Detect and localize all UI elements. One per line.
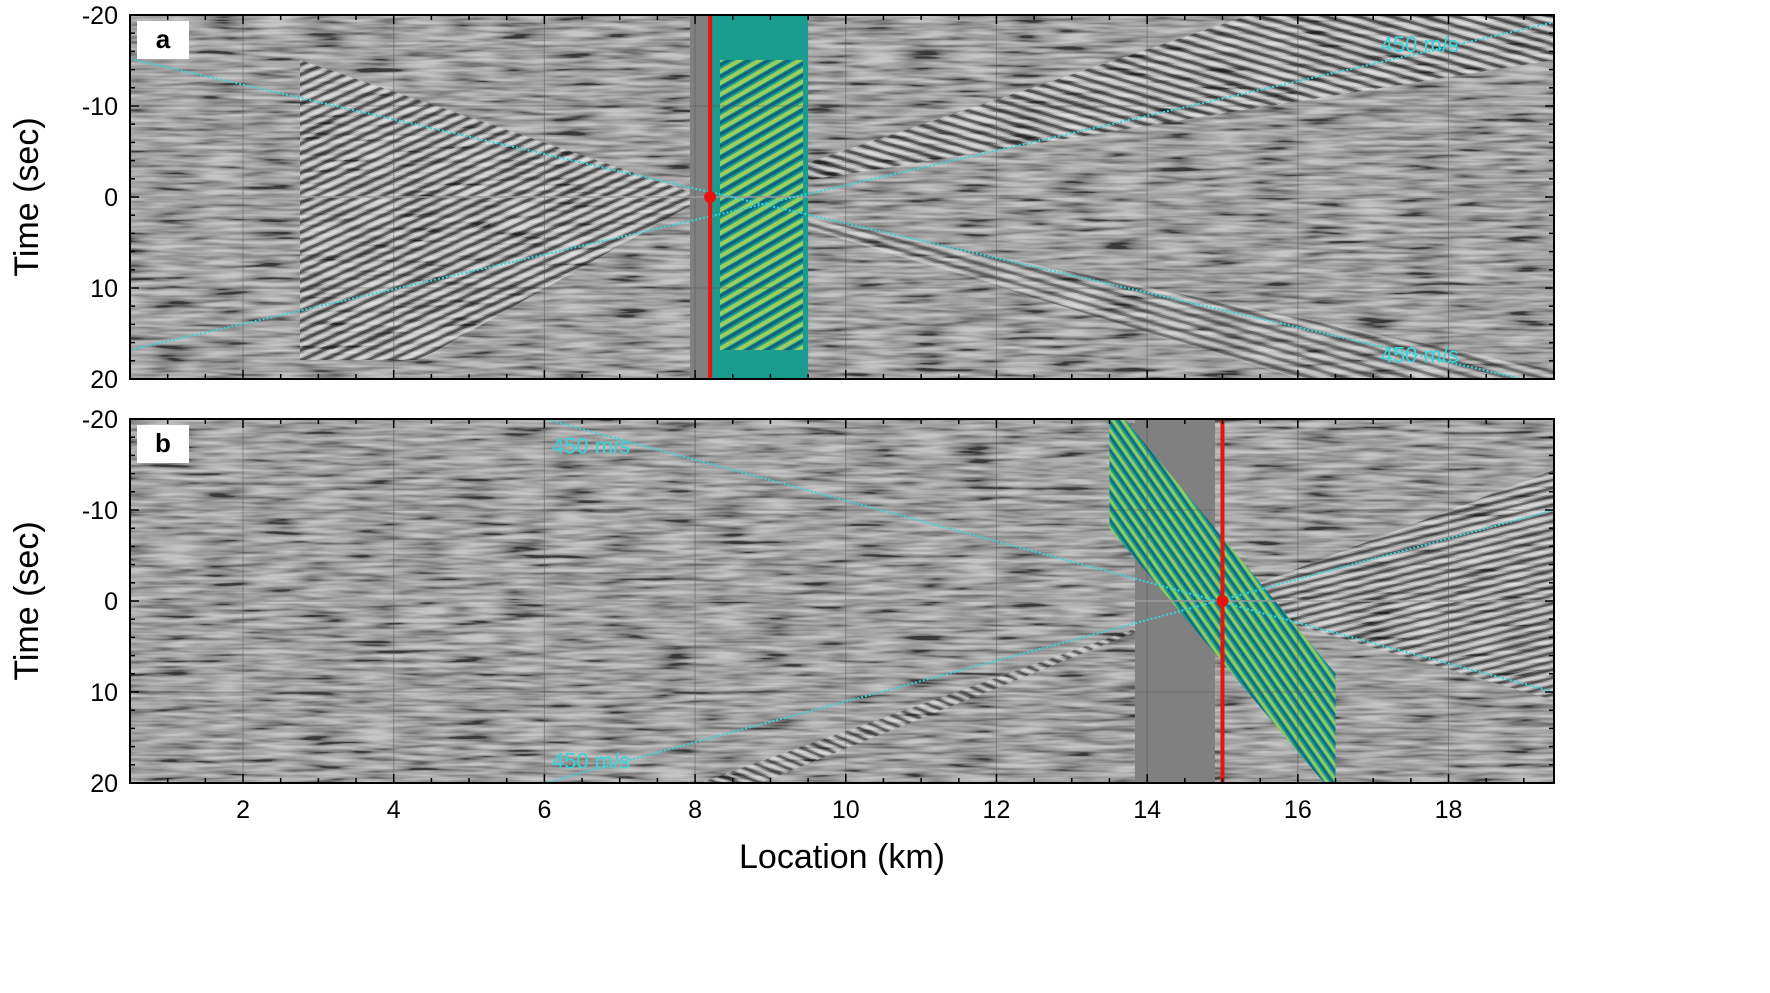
velocity-label: 450 m/s xyxy=(1381,32,1459,57)
panel-a-source-star xyxy=(704,191,717,203)
panel-a-velocity-lines xyxy=(130,21,1554,379)
x-tick-label: 16 xyxy=(1284,796,1312,824)
velocity-label: 450 m/s xyxy=(552,433,630,458)
y-tick-label: 0 xyxy=(104,588,118,616)
panel-a-label: a xyxy=(156,24,171,54)
panel-a-wave-left xyxy=(300,60,705,360)
y-tick-label: 0 xyxy=(104,184,118,212)
y-tick-label: 20 xyxy=(90,366,118,394)
panel-b-y-axis-label: Time (sec) xyxy=(8,521,46,680)
panel-a-ticks xyxy=(130,14,1554,380)
panel-b: 450 m/s 450 m/s -20 -10 0 10 20 b Time (sec) xyxy=(8,406,1555,798)
y-tick-label: 10 xyxy=(90,679,118,707)
panel-a-highlight-window-waves xyxy=(720,60,803,350)
y-tick-label: -10 xyxy=(82,93,118,121)
panel-b-y-tick-labels: -20 -10 0 10 20 xyxy=(82,406,118,798)
panel-a-label-box xyxy=(137,21,189,59)
panel-b-source-star xyxy=(1216,595,1229,607)
panel-b-wave-right xyxy=(1213,470,1554,700)
panel-a-y-tick-labels: -20 -10 0 10 20 xyxy=(82,2,118,394)
y-tick-label: 10 xyxy=(90,275,118,303)
x-tick-label: 14 xyxy=(1133,796,1161,824)
x-tick-label: 6 xyxy=(537,796,551,824)
panel-b-label: b xyxy=(155,428,171,458)
panel-a-velocity-labels: 450 m/s 450 m/s xyxy=(1381,32,1459,367)
x-axis-label: Location (km) xyxy=(739,838,945,876)
velocity-line xyxy=(130,21,1554,351)
velocity-line xyxy=(130,57,1527,379)
x-tick-label: 18 xyxy=(1435,796,1463,824)
x-tick-label: 8 xyxy=(688,796,702,824)
y-tick-label: -20 xyxy=(82,406,118,434)
panel-b-ticks xyxy=(130,418,1554,784)
panel-a-y-axis-label: Time (sec) xyxy=(8,117,46,276)
y-tick-label: -20 xyxy=(82,2,118,30)
x-tick-label: 2 xyxy=(236,796,250,824)
panel-a: 450 m/s 450 m/s -20 -10 0 10 20 a Time (sec) xyxy=(8,2,1555,394)
x-tick-labels: 2 4 6 8 10 12 14 16 18 xyxy=(236,796,1462,824)
panel-b-label-box xyxy=(137,425,189,463)
y-tick-label: 20 xyxy=(90,770,118,798)
velocity-label: 450 m/s xyxy=(552,748,630,773)
x-tick-label: 4 xyxy=(387,796,401,824)
x-tick-label: 10 xyxy=(832,796,860,824)
panel-b-velocity-labels: 450 m/s 450 m/s xyxy=(552,433,630,773)
y-tick-label: -10 xyxy=(82,497,118,525)
velocity-label: 450 m/s xyxy=(1381,342,1459,367)
x-tick-label: 12 xyxy=(983,796,1011,824)
